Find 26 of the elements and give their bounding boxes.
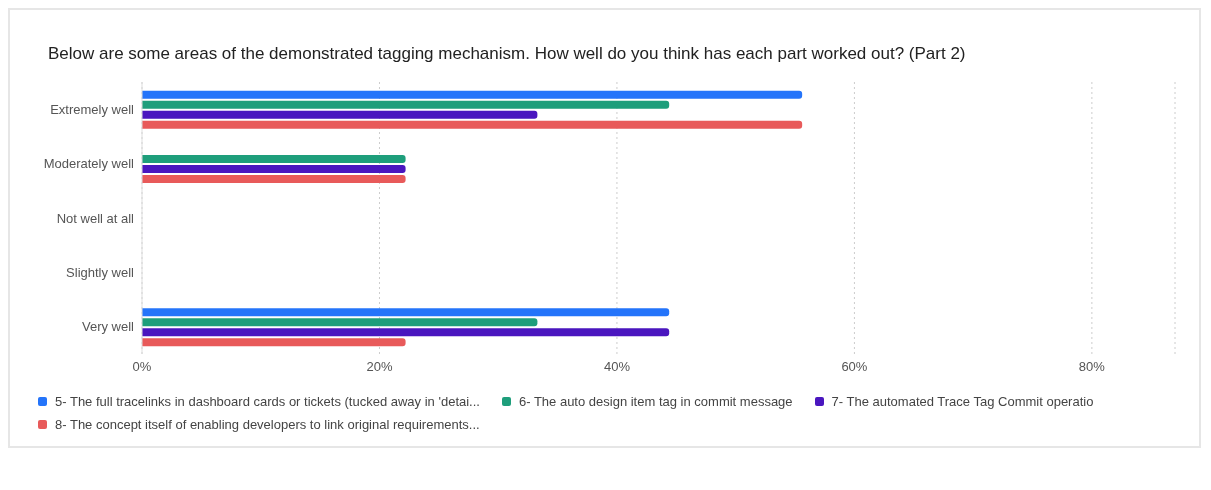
legend-label: 8- The concept itself of enabling developers to link original requirements... (55, 417, 480, 432)
x-tick-label: 40% (603, 359, 631, 375)
bar (142, 165, 406, 174)
bar (142, 318, 538, 327)
bar (142, 120, 803, 129)
y-tick-label: Moderately well (43, 156, 135, 172)
bar (142, 175, 406, 184)
chart-title: Below are some areas of the demonstrated tagging mechanism. How well do you think has each part worked out? (Part 2) (47, 43, 967, 64)
bar (142, 155, 406, 164)
bar (142, 338, 406, 347)
x-tick-label: 20% (366, 359, 393, 375)
legend-label: 7- The automated Trace Tag Commit operatio (831, 394, 1094, 409)
bar (142, 90, 803, 99)
y-tick-label: Very well (81, 319, 135, 335)
x-tick-label: 80% (1078, 359, 1106, 375)
legend-label: 6- The auto design item tag in commit message (518, 394, 793, 409)
x-tick-label: 0% (132, 359, 152, 375)
y-tick-label: Not well at all (56, 210, 135, 226)
bar (142, 110, 538, 119)
bar (142, 100, 670, 109)
legend-label: 5- The full tracelinks in dashboard cards or tickets (tucked away in 'detai... (55, 394, 480, 409)
x-tick-label: 60% (841, 359, 868, 375)
y-tick-label: Slightly well (66, 265, 135, 281)
y-tick-label: Extremely well (50, 101, 135, 117)
bar (142, 328, 670, 337)
bar (142, 308, 670, 317)
